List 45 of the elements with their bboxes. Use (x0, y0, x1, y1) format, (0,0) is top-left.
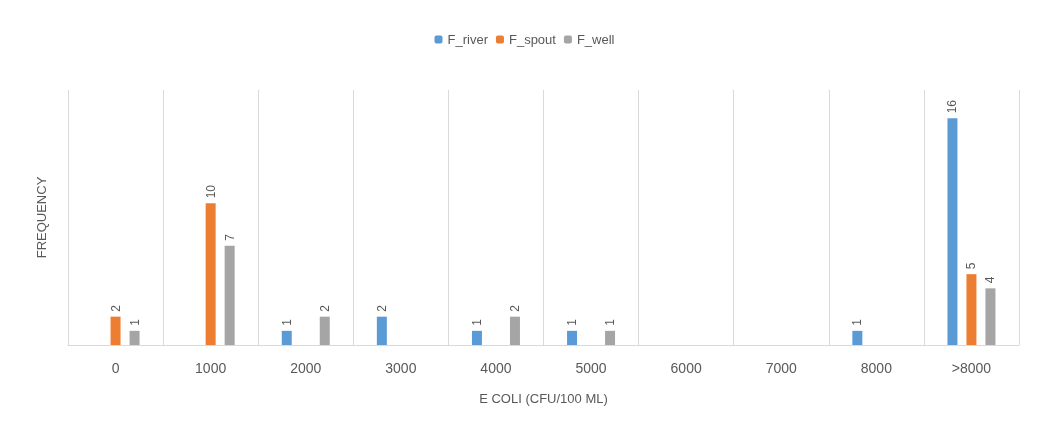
data-label: 1 (127, 318, 142, 326)
data-label: 1 (850, 318, 865, 326)
bar (852, 330, 863, 345)
data-label: 10 (203, 184, 218, 199)
legend-label: F_well (576, 32, 615, 47)
bar (509, 316, 520, 345)
bar (281, 330, 292, 345)
data-label: 1 (565, 318, 580, 326)
x-tick-label: >8000 (951, 360, 992, 376)
data-label: 2 (317, 304, 332, 312)
data-label: 2 (374, 304, 389, 312)
x-tick-label: 7000 (765, 360, 798, 376)
x-tick-label: 3000 (385, 360, 417, 376)
bar (224, 245, 235, 345)
data-label: 7 (222, 233, 237, 241)
data-label: 1 (603, 318, 618, 326)
bar (966, 274, 977, 345)
bar (110, 316, 121, 345)
x-tick-label: 1000 (195, 360, 227, 376)
bar (985, 288, 996, 345)
bar (129, 330, 140, 345)
bar (605, 330, 616, 345)
x-tick-label: 0 (111, 360, 120, 376)
x-axis-title: E COLI (CFU/100 ML) (479, 391, 608, 406)
legend-label: F_river (447, 32, 489, 47)
bar (376, 316, 387, 345)
data-label: 2 (108, 304, 123, 312)
x-tick-label: 4000 (480, 360, 512, 376)
data-label: 5 (964, 262, 979, 270)
bar (471, 330, 482, 345)
data-label: 1 (469, 318, 484, 326)
bar (205, 203, 216, 345)
data-label: 16 (945, 99, 960, 114)
x-tick-label: 5000 (575, 360, 607, 376)
x-tick-label: 6000 (670, 360, 702, 376)
x-tick-label: 2000 (290, 360, 322, 376)
bar (319, 316, 330, 345)
data-label: 1 (279, 318, 294, 326)
data-label: 4 (983, 276, 998, 284)
bar (567, 330, 578, 345)
bar (947, 118, 958, 345)
y-axis-title: FREQUENCY (34, 176, 49, 259)
legend-label: F_spout (508, 32, 557, 47)
data-label: 2 (507, 304, 522, 312)
x-tick-label: 8000 (860, 360, 893, 376)
